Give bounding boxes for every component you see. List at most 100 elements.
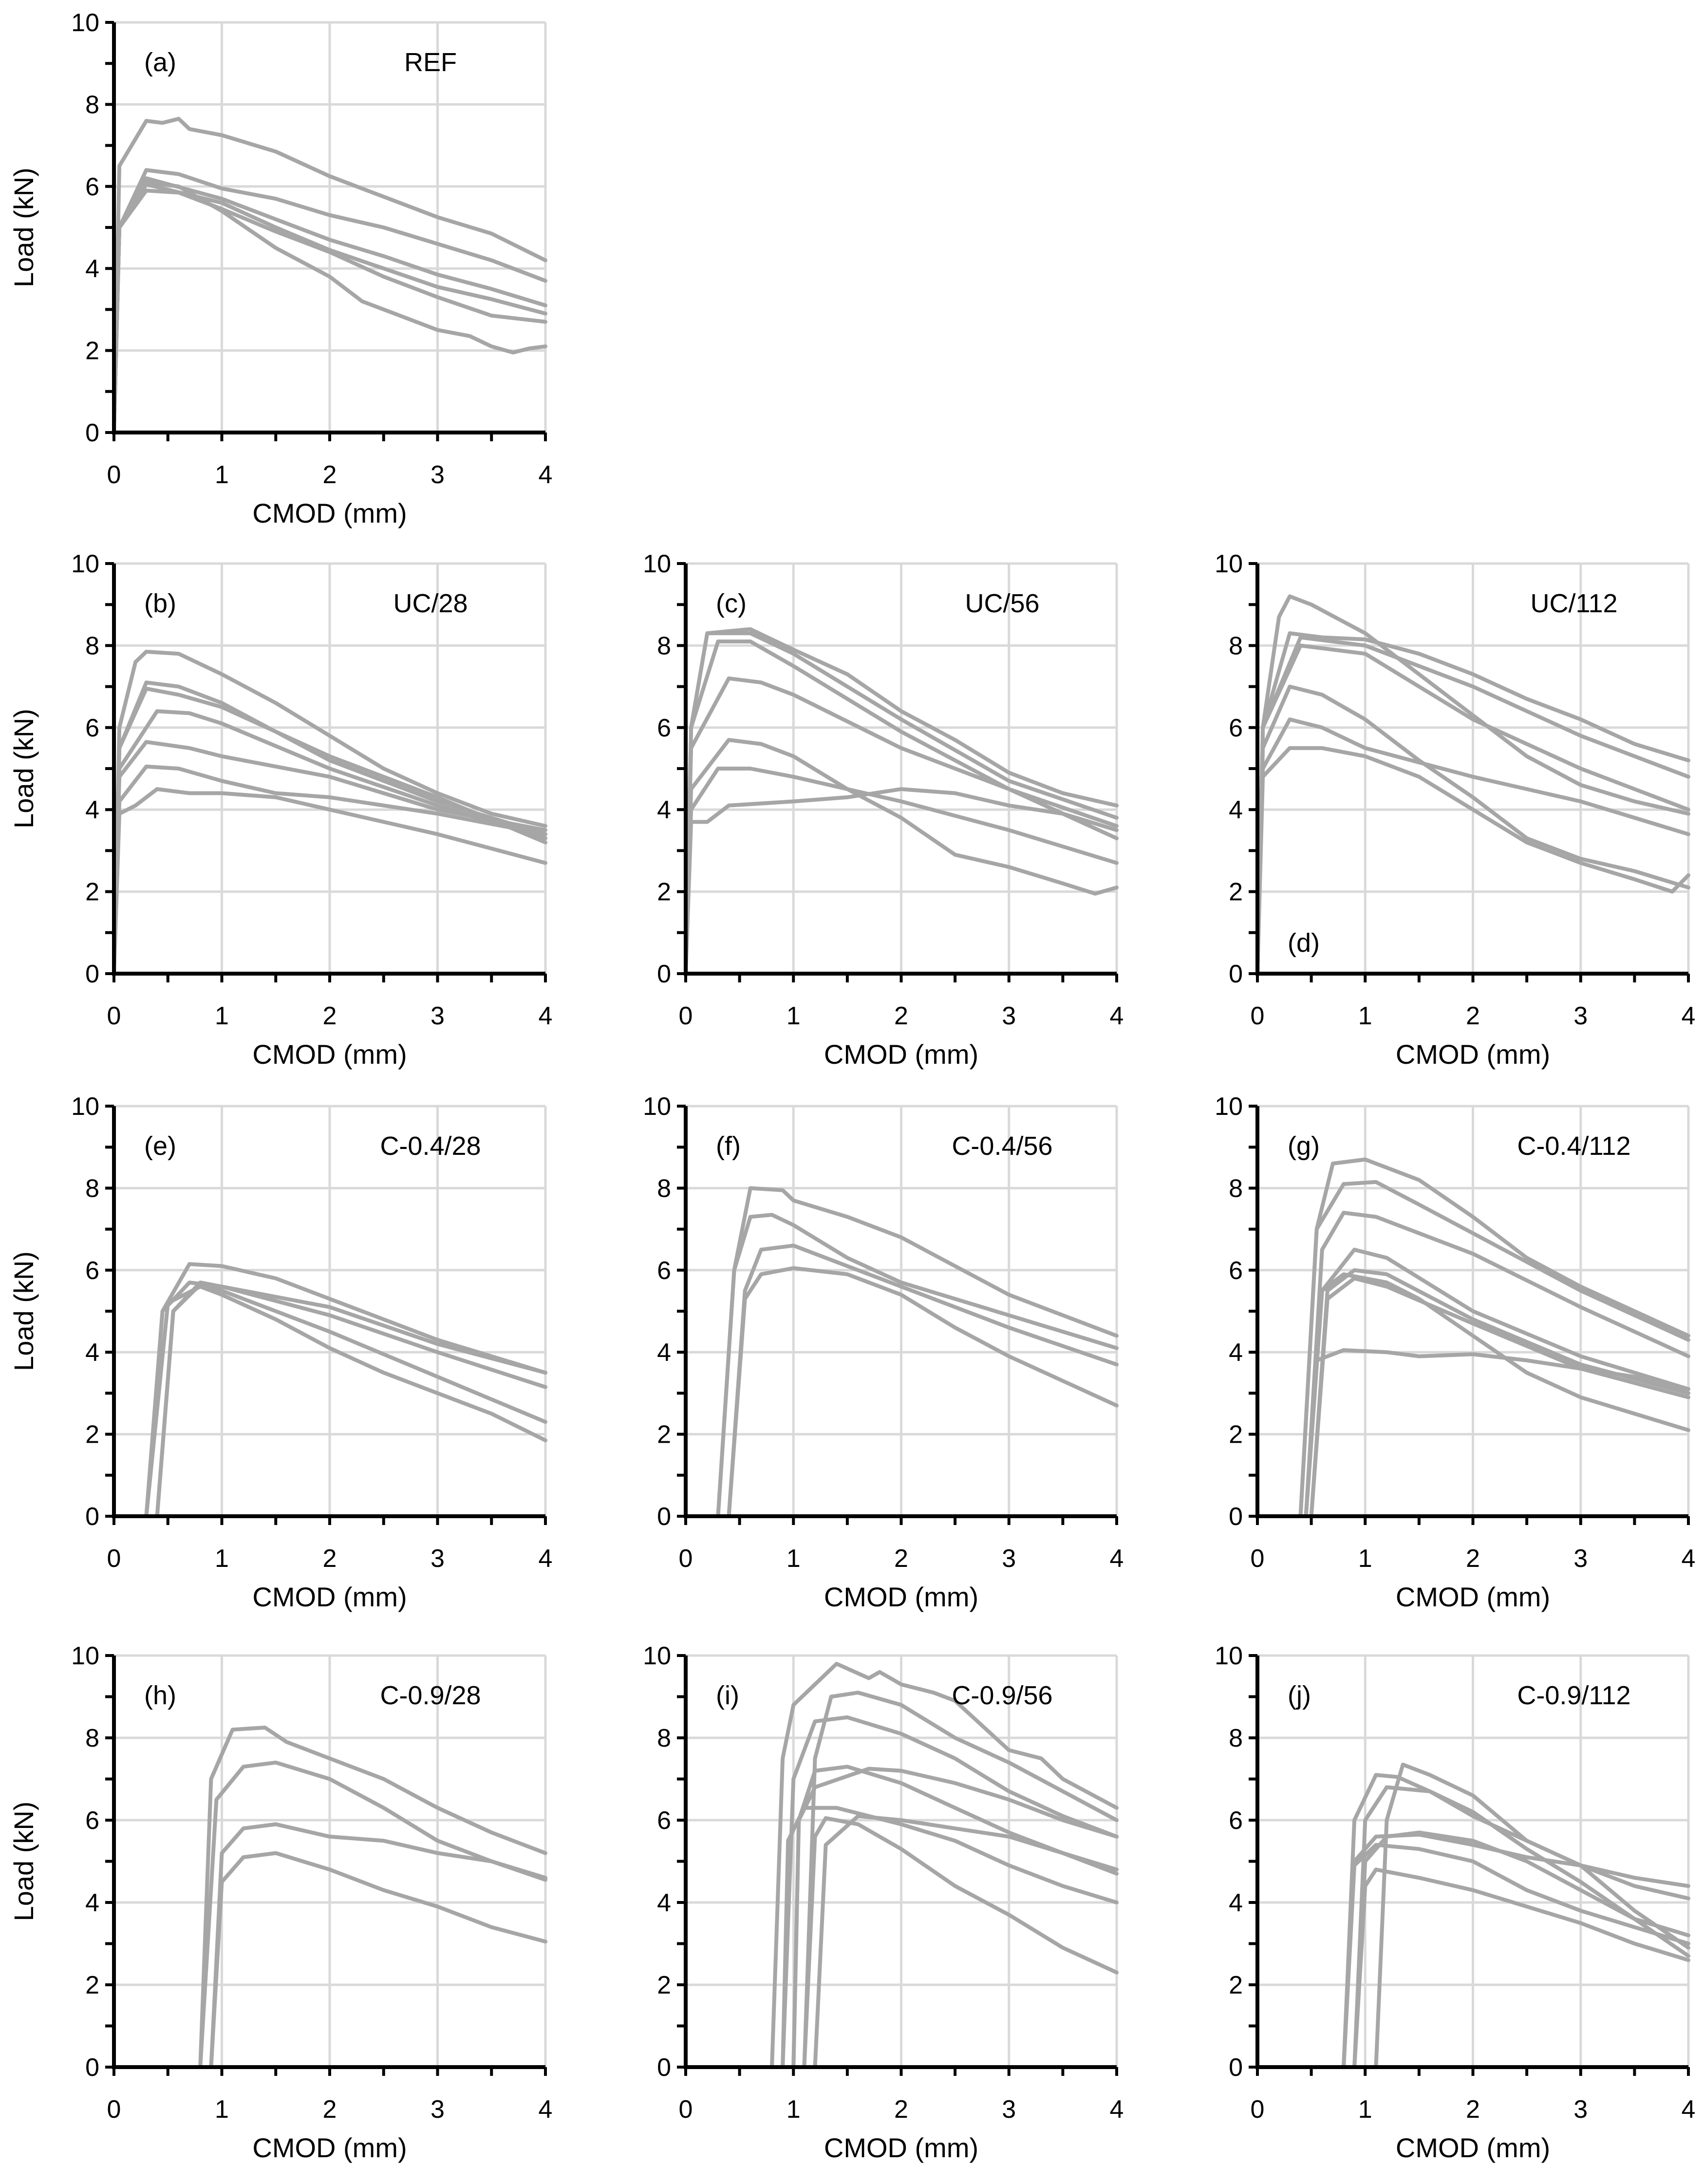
x-tick-label: 0 xyxy=(1251,1544,1265,1573)
y-tick-label: 10 xyxy=(1215,550,1243,578)
series-line-4 xyxy=(155,1282,547,1518)
y-tick-label: 10 xyxy=(71,1642,99,1670)
y-tick-label: 8 xyxy=(85,1724,99,1752)
series-line-1 xyxy=(716,1186,1119,1518)
x-tick-label: 3 xyxy=(1573,1002,1588,1030)
y-tick-label: 2 xyxy=(657,878,671,906)
series-line-5 xyxy=(1255,684,1690,976)
x-tick-label: 3 xyxy=(1002,1002,1016,1030)
series-line-6 xyxy=(684,767,1119,976)
chart-panel-d: 0 2 4 6 8 10 0 1 2 3 4 CMOD (mm) (d) UC/112 xyxy=(1215,550,1695,1070)
chart-panel-b: 0 2 4 6 8 10 0 1 2 3 4 CMOD (mm) Load (kN) (b) UC/28 xyxy=(8,550,552,1070)
y-tick-label: 4 xyxy=(1229,796,1243,824)
y-tick-label: 4 xyxy=(657,1338,671,1367)
x-tick-label: 0 xyxy=(1251,1002,1265,1030)
chart-panel-g: 0 2 4 6 8 10 0 1 2 3 4 CMOD (mm) (g) C-0.4/112 xyxy=(1215,1092,1695,1612)
panel-letter: (f) xyxy=(716,1131,741,1161)
y-tick-label: 4 xyxy=(657,796,671,824)
series-line-5 xyxy=(1352,1830,1690,2069)
x-tick-label: 0 xyxy=(679,2095,693,2124)
series-line-1 xyxy=(1374,1762,1690,2069)
y-tick-label: 2 xyxy=(1229,1971,1243,1999)
y-tick-label: 4 xyxy=(85,255,99,283)
y-tick-label: 6 xyxy=(657,1807,671,1835)
x-tick-label: 2 xyxy=(323,461,337,489)
y-tick-label: 0 xyxy=(657,960,671,988)
series-line-3 xyxy=(684,640,1119,976)
series-line-5 xyxy=(112,188,547,434)
x-tick-label: 0 xyxy=(107,461,121,489)
x-tick-label: 2 xyxy=(323,1544,337,1573)
x-tick-label: 4 xyxy=(1682,1544,1696,1573)
x-tick-label: 0 xyxy=(679,1002,693,1030)
y-tick-label: 10 xyxy=(1215,1092,1243,1121)
x-tick-label: 0 xyxy=(107,2095,121,2124)
panel-title: UC/56 xyxy=(965,589,1039,618)
y-tick-label: 2 xyxy=(1229,878,1243,906)
series-line-6 xyxy=(112,764,547,976)
series-line-3 xyxy=(1304,1210,1690,1518)
x-tick-label: 1 xyxy=(215,1002,229,1030)
y-tick-label: 2 xyxy=(85,1971,99,1999)
y-tick-label: 8 xyxy=(657,632,671,660)
y-tick-label: 2 xyxy=(1229,1421,1243,1449)
x-tick-label: 0 xyxy=(107,1544,121,1573)
y-axis-title: Load (kN) xyxy=(8,1802,39,1921)
series-line-5 xyxy=(684,738,1119,976)
x-tick-label: 3 xyxy=(1573,2095,1588,2124)
y-tick-label: 2 xyxy=(85,878,99,906)
y-tick-label: 10 xyxy=(643,1642,671,1670)
y-tick-label: 2 xyxy=(657,1971,671,1999)
x-tick-label: 3 xyxy=(431,1544,445,1573)
x-tick-label: 2 xyxy=(323,1002,337,1030)
x-tick-label: 2 xyxy=(894,1544,908,1573)
y-tick-label: 0 xyxy=(85,2053,99,2082)
x-axis-title: CMOD (mm) xyxy=(252,1582,407,1612)
y-tick-label: 8 xyxy=(657,1724,671,1752)
x-tick-label: 4 xyxy=(1110,2095,1124,2124)
series-line-4 xyxy=(209,1851,547,2069)
x-tick-label: 0 xyxy=(679,1544,693,1573)
panel-letter: (d) xyxy=(1288,928,1320,958)
y-tick-label: 10 xyxy=(71,9,99,37)
series-line-4 xyxy=(1342,1832,1690,2069)
x-tick-label: 2 xyxy=(1466,1544,1480,1573)
y-tick-label: 2 xyxy=(85,1421,99,1449)
y-tick-label: 10 xyxy=(1215,1642,1243,1670)
panel-letter: (e) xyxy=(144,1131,176,1161)
series-line-5 xyxy=(112,740,547,976)
series-line-3 xyxy=(781,1715,1119,2069)
panel-title: C-0.9/112 xyxy=(1517,1681,1630,1710)
series-line-2 xyxy=(1298,1180,1690,1518)
x-tick-label: 4 xyxy=(539,1544,553,1573)
series-line-7 xyxy=(112,787,547,976)
x-tick-label: 1 xyxy=(786,1544,801,1573)
series-line-1 xyxy=(1298,1157,1690,1518)
series-line-6 xyxy=(1342,1843,1690,2069)
chart-panel-f: 0 2 4 6 8 10 0 1 2 3 4 CMOD (mm) (f) C-0.4/56 xyxy=(643,1092,1124,1612)
y-axis-title: Load (kN) xyxy=(8,709,39,828)
x-axis-title: CMOD (mm) xyxy=(824,1582,978,1612)
x-tick-label: 1 xyxy=(215,2095,229,2124)
x-axis-title: CMOD (mm) xyxy=(1396,1039,1550,1070)
x-axis-title: CMOD (mm) xyxy=(252,2132,407,2163)
y-tick-label: 0 xyxy=(85,960,99,988)
x-axis-title: CMOD (mm) xyxy=(824,1039,978,1070)
y-tick-label: 10 xyxy=(643,550,671,578)
panel-title: C-0.9/56 xyxy=(952,1681,1052,1710)
series-line-4 xyxy=(1255,643,1690,976)
x-axis-title: CMOD (mm) xyxy=(1396,1582,1550,1612)
series-line-1 xyxy=(770,1661,1119,2069)
y-tick-label: 6 xyxy=(85,173,99,201)
x-tick-label: 1 xyxy=(215,1544,229,1573)
x-tick-label: 2 xyxy=(894,2095,908,2124)
panel-title: C-0.4/56 xyxy=(952,1131,1052,1161)
x-axis-title: CMOD (mm) xyxy=(252,1039,407,1070)
x-tick-label: 1 xyxy=(786,2095,801,2124)
x-axis-title: CMOD (mm) xyxy=(824,2132,978,2163)
series-line-7 xyxy=(813,1814,1119,2069)
y-tick-label: 6 xyxy=(657,714,671,742)
y-tick-label: 4 xyxy=(85,796,99,824)
x-tick-label: 4 xyxy=(1682,1002,1696,1030)
chart-panel-i: 0 2 4 6 8 10 0 1 2 3 4 CMOD (mm) (i) C-0.9/56 xyxy=(643,1642,1124,2163)
